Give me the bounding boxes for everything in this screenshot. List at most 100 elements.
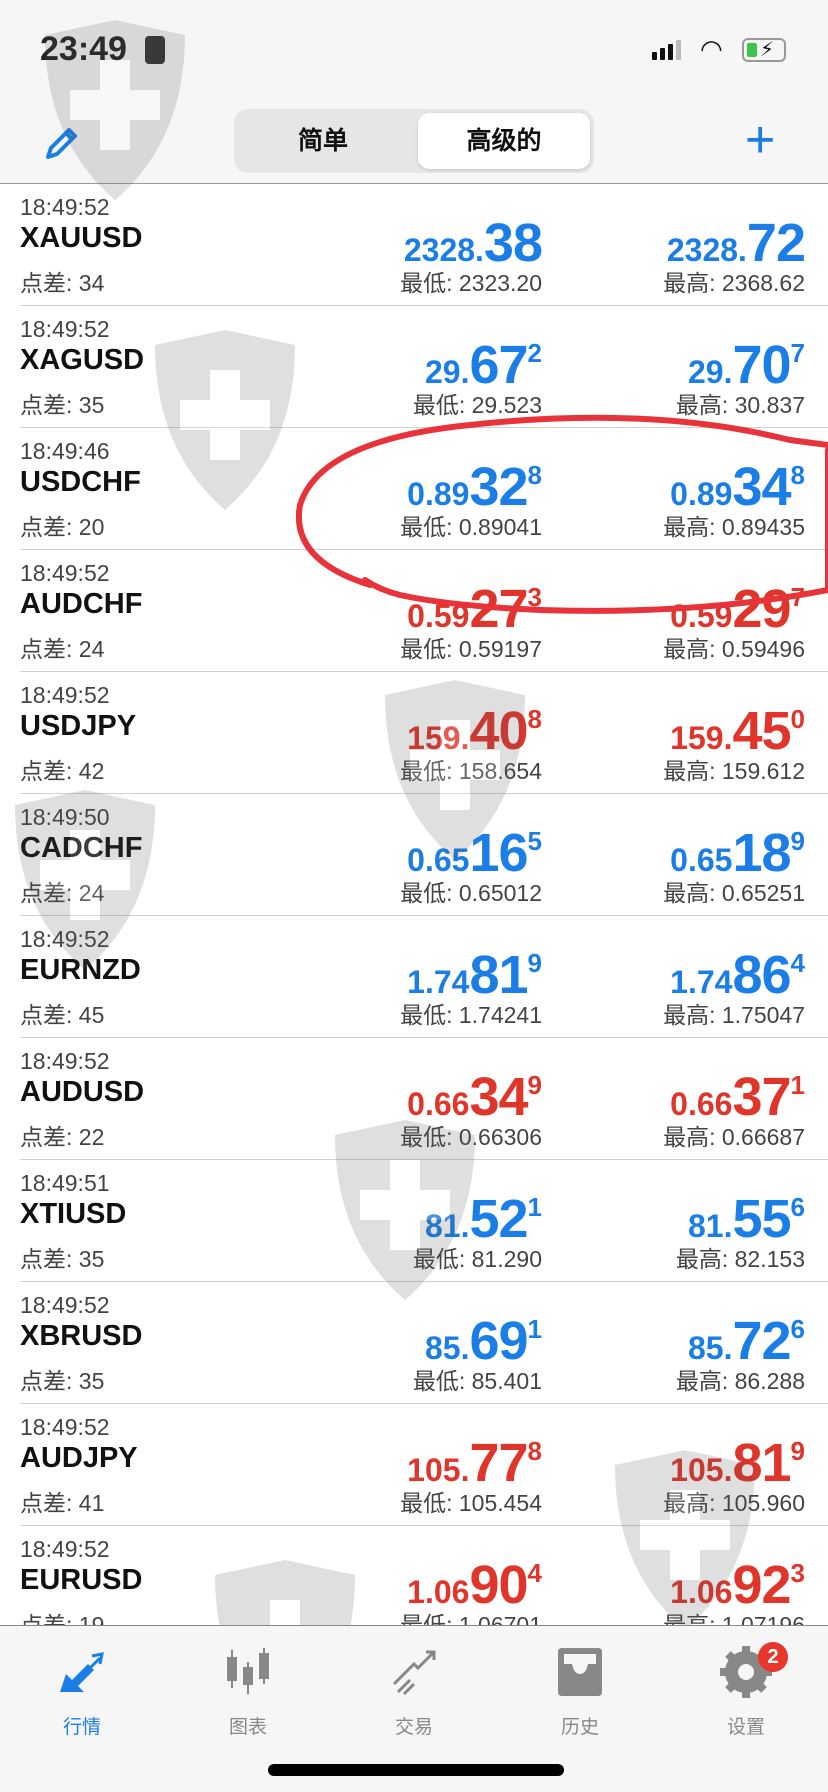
segment-advanced[interactable]: 高级的 [418,113,590,169]
bid-price: 0.65165 [407,822,542,884]
battery-charging-icon: ⚡ [742,38,786,62]
quote-row[interactable]: 18:49:52 EURUSD 点差: 19 1.06904 1.06923 最低… [20,1526,828,1625]
quote-high: 最高: 0.66687 [663,1124,805,1150]
tab-history-label: 历史 [560,1717,599,1738]
quote-row[interactable]: 18:49:51 XTIUSD 点差: 35 81.521 81.556 最低: … [20,1160,828,1282]
quote-symbol: EURNZD [20,954,141,986]
quote-time: 18:49:52 [20,316,110,342]
bid-price-fraction: 8 [527,1436,542,1466]
quote-low: 最低: 0.66306 [400,1124,542,1150]
bid-price-fraction: 5 [527,826,542,856]
quote-time: 18:49:52 [20,1048,110,1074]
bid-price: 2328.38 [404,212,543,274]
tab-trade[interactable]: 交易 [354,1644,474,1739]
quote-row[interactable]: 18:49:52 AUDUSD 点差: 22 0.66349 0.66371 最低… [20,1038,828,1160]
status-time: 23:49 [40,30,127,68]
quote-time: 18:49:52 [20,1292,110,1318]
tab-trade-label: 交易 [394,1717,433,1738]
ask-price-fraction: 9 [790,1436,805,1466]
bid-price-fraction: 1 [527,1192,542,1222]
quote-spread: 点差: 24 [20,880,105,906]
ask-price-prefix: 0.65 [670,842,733,878]
quote-time: 18:49:52 [20,194,110,220]
ask-price-prefix: 0.59 [670,598,733,634]
quote-low: 最低: 105.454 [400,1490,542,1516]
quote-high: 最高: 159.612 [663,758,805,784]
bid-price-prefix: 1.74 [407,964,470,1000]
bid-price-pips: 40 [469,701,528,761]
tab-chart[interactable]: 图表 [188,1644,308,1739]
bid-price-pips: 38 [483,213,543,273]
ask-price: 159.450 [670,700,805,762]
ask-price-fraction: 3 [790,1558,805,1588]
quote-high: 最高: 1.75047 [663,1002,805,1028]
ask-price-fraction: 8 [790,460,805,490]
quote-symbol: AUDUSD [20,1076,145,1108]
bid-price-pips: 16 [469,823,528,883]
ask-price-pips: 81 [732,1433,791,1493]
wifi-icon: ◠ [700,34,723,64]
bid-price-fraction: 3 [527,582,542,612]
quote-high: 最高: 2368.62 [663,270,805,296]
quotes-list[interactable]: 18:49:52 XAUUSD 点差: 34 2328.38 2328.72 最低… [0,184,828,1625]
quote-symbol: USDJPY [20,710,137,742]
bid-price: 159.408 [407,700,542,762]
quote-spread: 点差: 19 [20,1612,105,1625]
quote-row[interactable]: 18:49:52 XAGUSD 点差: 35 29.672 29.707 最低: … [20,306,828,428]
quote-row[interactable]: 18:49:52 AUDJPY 点差: 41 105.778 105.819 最低… [20,1404,828,1526]
quote-row[interactable]: 18:49:46 USDCHF 点差: 20 0.89328 0.89348 最低… [20,428,828,550]
tab-chart-label: 图表 [228,1717,267,1738]
quote-low: 最低: 0.65012 [400,880,542,906]
ask-price-pips: 92 [732,1555,791,1615]
ask-price-prefix: 0.89 [670,476,733,512]
bid-price-fraction: 4 [527,1558,542,1588]
contact-card-icon [145,36,165,64]
bid-price: 85.691 [425,1310,542,1372]
ask-price-prefix: 105. [670,1452,733,1488]
quote-low: 最低: 0.89041 [400,514,542,540]
quotes-arrows-icon [60,1652,104,1692]
quote-spread: 点差: 35 [20,1246,105,1272]
quote-low: 最低: 158.654 [400,758,542,784]
pencil-icon[interactable] [42,123,82,163]
bid-price-fraction: 9 [527,1070,542,1100]
quote-row[interactable]: 18:49:52 EURNZD 点差: 45 1.74819 1.74864 最低… [20,916,828,1038]
home-indicator[interactable] [268,1764,564,1776]
quote-row[interactable]: 18:49:52 AUDCHF 点差: 24 0.59273 0.59297 最低… [20,550,828,672]
ask-price-pips: 72 [746,213,806,273]
bid-price-prefix: 81. [424,1208,470,1244]
quote-row[interactable]: 18:49:52 XBRUSD 点差: 35 85.691 85.726 最低: … [20,1282,828,1404]
ask-price: 0.65189 [670,822,805,884]
signal-icon [652,40,681,60]
quote-symbol: AUDCHF [20,588,143,620]
quote-high: 最高: 82.153 [675,1246,805,1272]
bid-price-prefix: 1.06 [407,1574,470,1610]
tab-settings[interactable]: 2 设置 [686,1642,806,1739]
ask-price-prefix: 159. [670,720,733,756]
ask-price: 1.06923 [670,1554,805,1616]
quote-time: 18:49:50 [20,804,110,830]
ask-price: 1.74864 [670,944,805,1006]
quote-low: 最低: 0.59197 [400,636,542,662]
ask-price-pips: 72 [732,1311,791,1371]
quote-row[interactable]: 18:49:50 CADCHF 点差: 24 0.65165 0.65189 最低… [20,794,828,916]
tab-quotes[interactable]: 行情 [22,1644,142,1739]
quote-row[interactable]: 18:49:52 XAUUSD 点差: 34 2328.38 2328.72 最低… [20,184,828,306]
quote-low: 最低: 85.401 [412,1368,542,1394]
quote-row[interactable]: 18:49:52 USDJPY 点差: 42 159.408 159.450 最低… [20,672,828,794]
ask-price: 2328.72 [667,212,806,274]
header: 简单 高级的 + [0,95,828,184]
quote-low: 最低: 29.523 [412,392,542,418]
quote-time: 18:49:52 [20,560,110,586]
plus-icon[interactable]: + [745,111,776,169]
quote-time: 18:49:52 [20,926,110,952]
segment-simple[interactable]: 简单 [297,127,348,155]
view-mode-segmented-control: 简单 高级的 [234,109,594,173]
tab-history[interactable]: 历史 [520,1644,640,1739]
ask-price-pips: 70 [732,335,791,395]
ask-price-fraction: 7 [790,582,805,612]
quote-time: 18:49:52 [20,1536,110,1562]
bid-price: 29.672 [425,334,542,396]
quote-spread: 点差: 42 [20,758,105,784]
quote-low: 最低: 2323.20 [400,270,542,296]
